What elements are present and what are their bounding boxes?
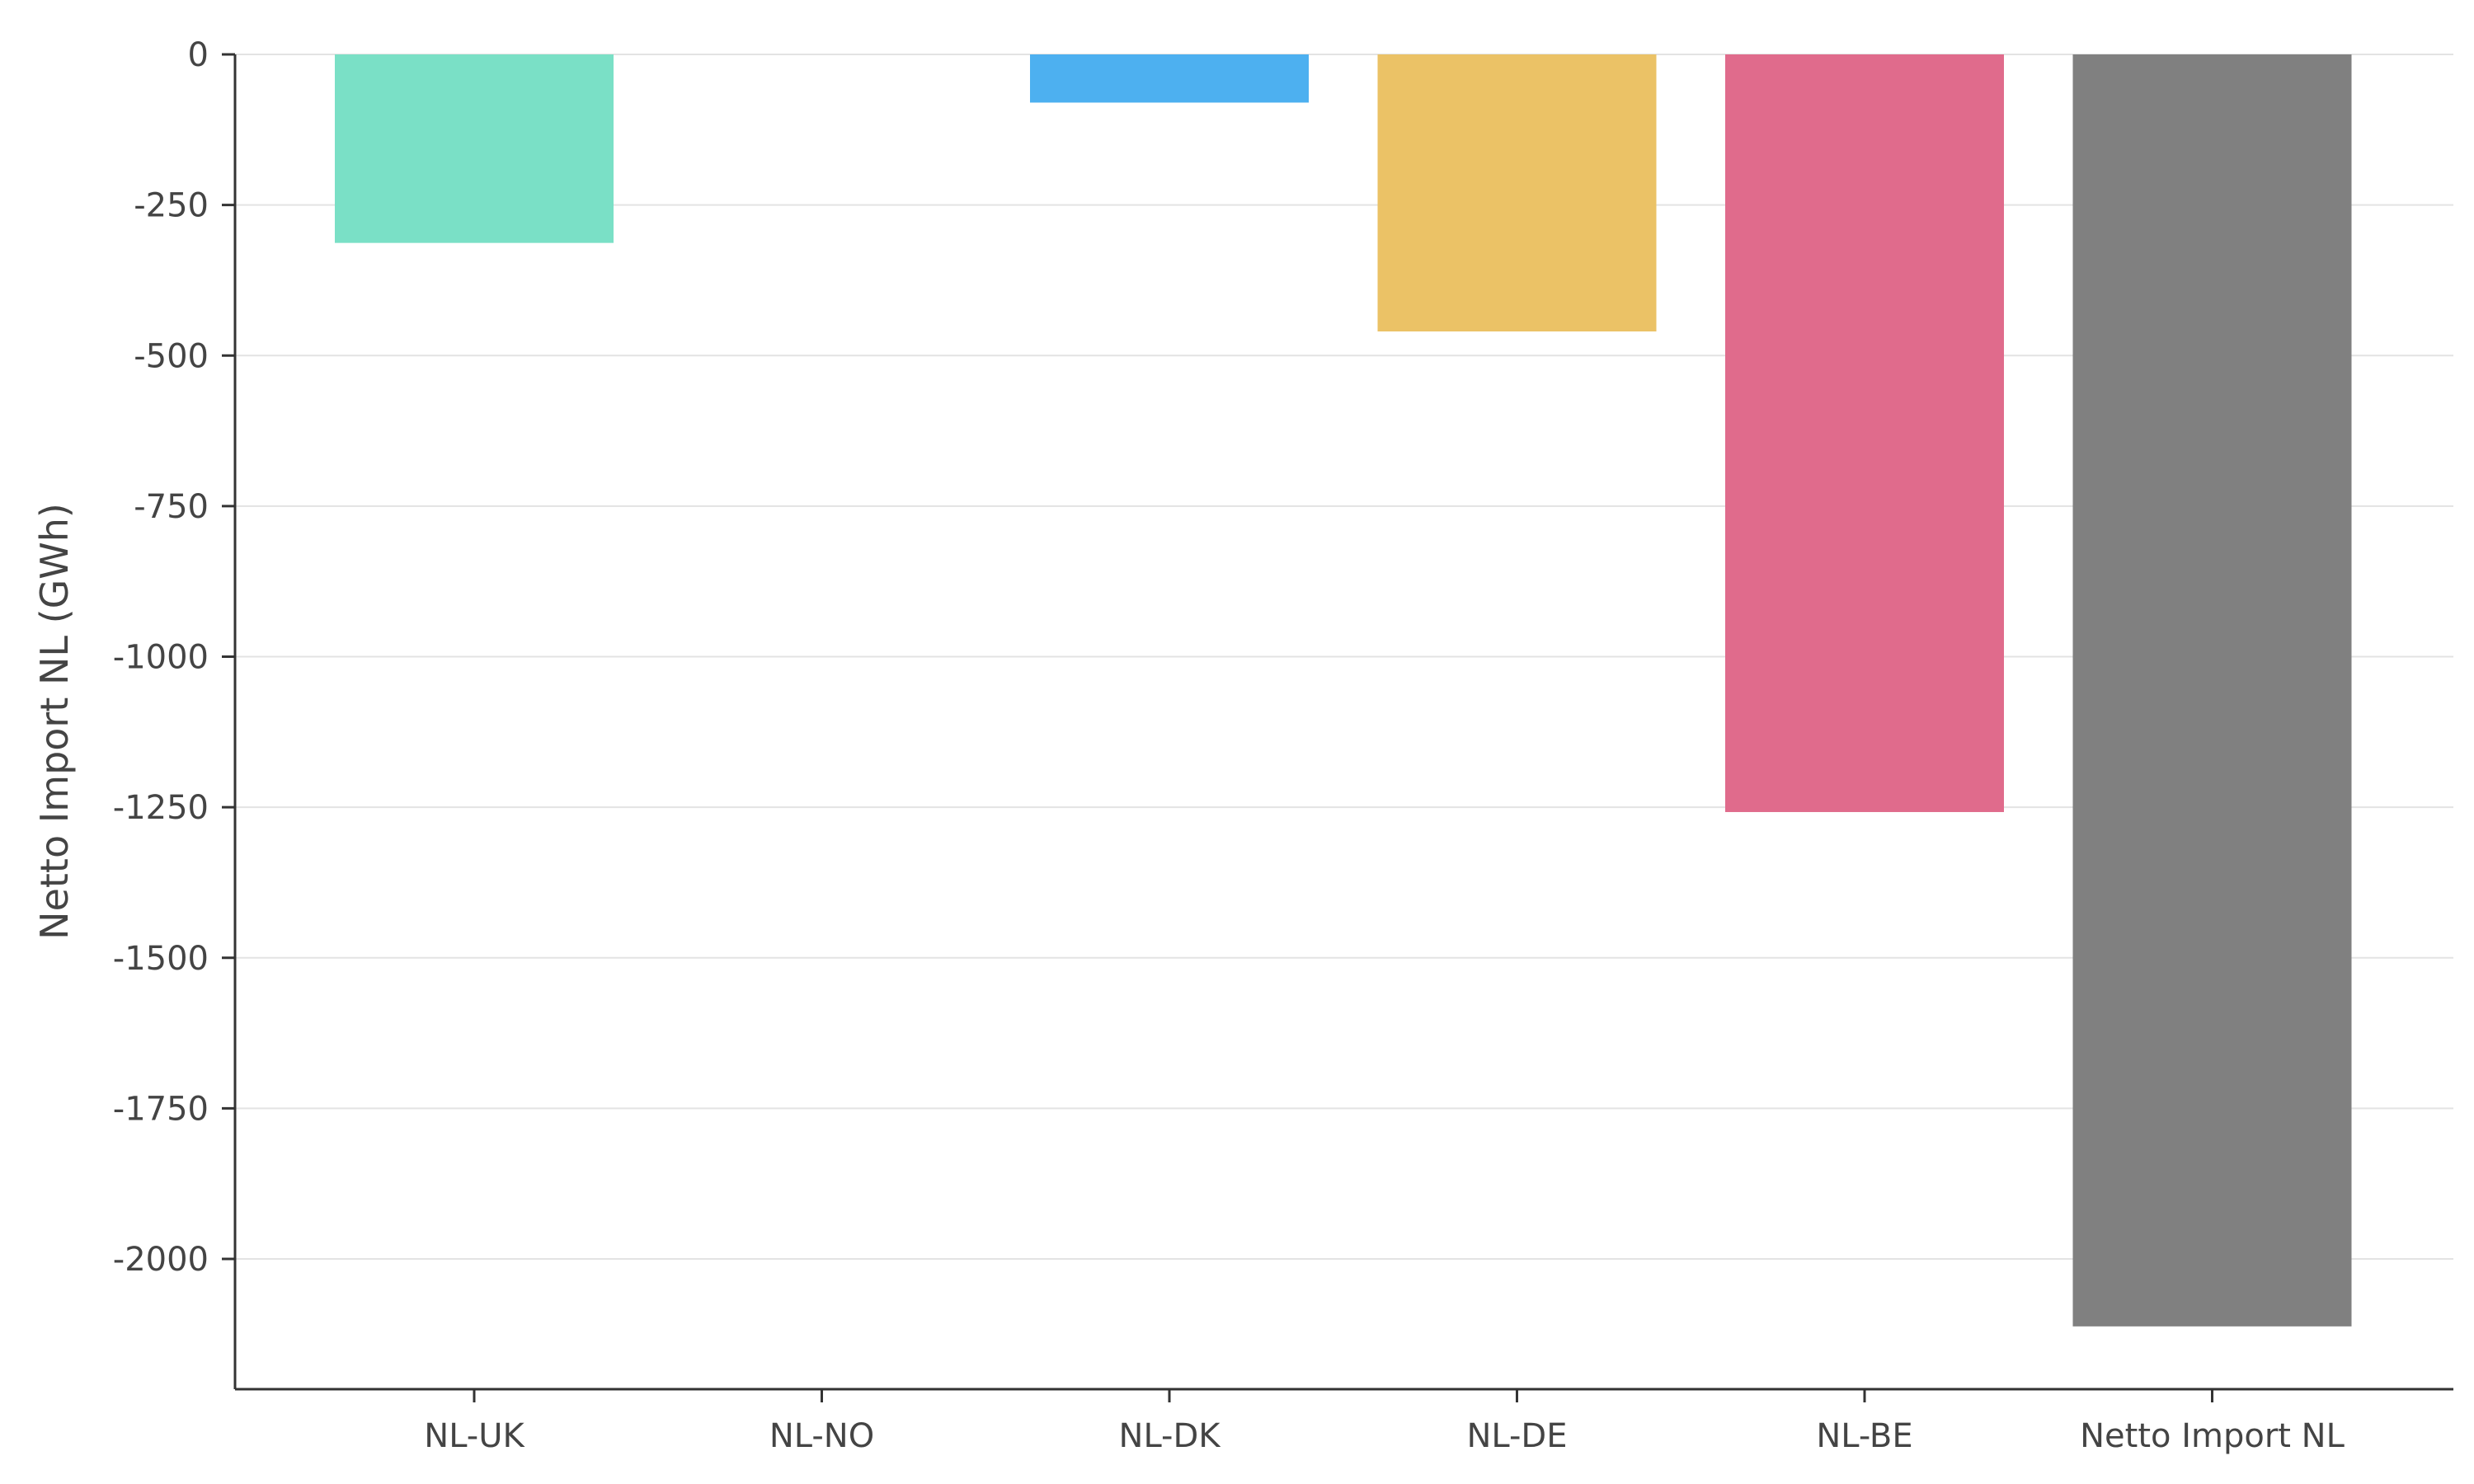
axes [233, 54, 2453, 1391]
bar-netto-import-nl [2072, 54, 2352, 1327]
x-tick-label: NL-DK [1119, 1417, 1222, 1455]
bar-nl-de [1377, 54, 1657, 332]
x-tick-label: NL-BE [1816, 1417, 1912, 1455]
x-ticks: NL-UK NL-NO NL-DK NL-DE NL-BE Netto Import NL [424, 1389, 2345, 1455]
x-tick-label: Netto Import NL [2080, 1417, 2345, 1455]
y-ticks: 0 -250 -500 -750 -1000 -1250 -1500 -1750 -2000 [113, 36, 235, 1279]
x-tick-label: NL-UK [424, 1417, 525, 1455]
bar-nl-dk [1030, 54, 1309, 103]
y-tick-label: -1500 [113, 940, 209, 978]
y-tick-label: -500 [134, 337, 209, 375]
bar-nl-be [1725, 54, 2004, 812]
y-axis-title: Netto Import NL (GWh) [32, 503, 77, 940]
x-tick-label: NL-DE [1466, 1417, 1567, 1455]
y-tick-label: -2000 [113, 1241, 209, 1279]
y-tick-label: -1750 [113, 1090, 209, 1128]
y-tick-label: -1250 [113, 789, 209, 827]
y-tick-label: 0 [188, 36, 209, 74]
y-tick-label: -250 [134, 187, 209, 225]
y-tick-label: -750 [134, 488, 209, 526]
bars [335, 54, 2352, 1327]
x-tick-label: NL-NO [769, 1417, 874, 1455]
bar-nl-uk [335, 54, 614, 243]
y-tick-label: -1000 [113, 639, 209, 677]
